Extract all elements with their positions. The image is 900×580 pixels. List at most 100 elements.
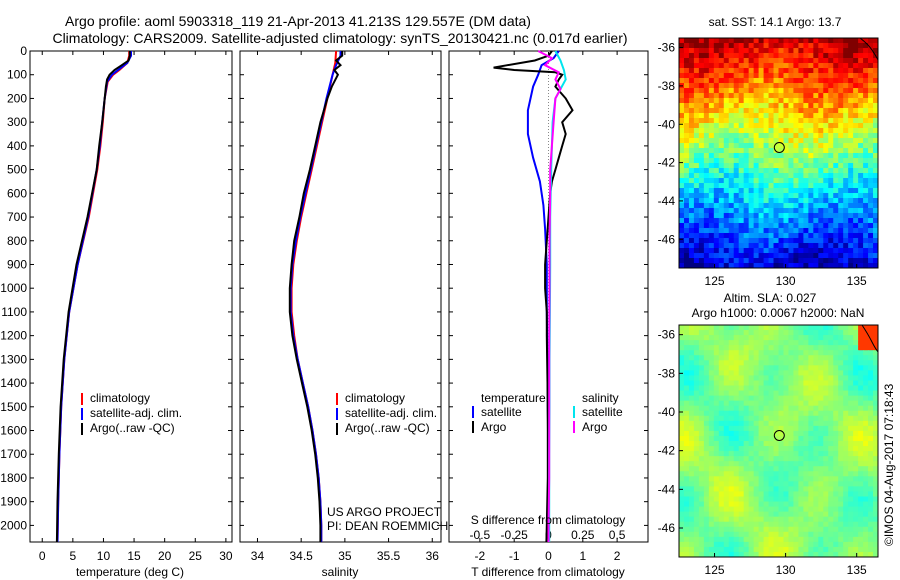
map-cell (798, 390, 804, 397)
map-cell (838, 551, 844, 557)
map-cell (753, 451, 760, 457)
map-cell (843, 536, 849, 543)
map-cell (753, 248, 760, 254)
map-cell (693, 541, 700, 548)
map-cell (758, 400, 765, 407)
map-cell (783, 248, 790, 254)
map-cell (679, 63, 685, 69)
map-cell (753, 456, 760, 462)
map-cell (868, 128, 874, 134)
map-cell (703, 360, 710, 366)
map-cell (758, 526, 765, 533)
map-cell (698, 133, 705, 139)
map-cell (718, 163, 725, 169)
map-cell (743, 516, 750, 523)
map-cell (798, 53, 804, 59)
map-cell (693, 218, 700, 224)
map-cell (803, 208, 809, 214)
map-cell (768, 325, 775, 331)
map-cell (708, 113, 715, 119)
map-cell (763, 208, 770, 214)
map-cell (778, 400, 785, 407)
map-cell (708, 248, 715, 254)
map-cell (688, 53, 695, 59)
map-cell (728, 63, 735, 69)
lat-tick-label: -38 (658, 366, 676, 380)
map-cell (798, 203, 804, 209)
map-cell (833, 400, 839, 407)
map-cell (848, 53, 854, 59)
map-cell (873, 58, 878, 64)
map-cell (708, 551, 715, 557)
map-cell (723, 168, 730, 174)
map-cell (748, 143, 755, 149)
map-cell (868, 178, 874, 184)
map-cell (703, 551, 710, 557)
map-cell (693, 43, 700, 49)
map-cell (843, 330, 849, 336)
map-cell (853, 506, 859, 513)
map-cell (743, 325, 750, 331)
map-cell (818, 506, 824, 513)
map-cell (698, 148, 705, 154)
map-cell (698, 223, 705, 229)
map-cell (808, 258, 814, 264)
map-cell (758, 516, 765, 523)
map-cell (773, 435, 780, 442)
map-cell (763, 143, 770, 149)
map-cell (783, 531, 790, 538)
map-cell (748, 118, 755, 124)
map-cell (798, 380, 804, 387)
map-cell (688, 233, 695, 239)
map-cell (843, 158, 849, 164)
map-cell (838, 98, 844, 104)
map-cell (828, 441, 834, 447)
map-cell (728, 390, 735, 397)
map-cell (808, 263, 814, 268)
map-cell (853, 193, 859, 199)
map-cell (713, 456, 720, 462)
argo-position-marker (773, 142, 785, 153)
map-cell (858, 476, 864, 482)
map-cell (693, 173, 700, 179)
map-cell (843, 63, 849, 69)
map-cell (813, 546, 819, 553)
map-cell (813, 158, 819, 164)
map-cell (723, 148, 730, 154)
map-cell (723, 78, 730, 84)
map-cell (833, 511, 839, 518)
map-cell (703, 58, 710, 64)
map-cell (733, 531, 740, 538)
map-cell (708, 108, 715, 114)
map-cell (783, 466, 790, 472)
map-cell (679, 258, 685, 264)
depth-tick-label: 1200 (0, 329, 27, 343)
map-cell (763, 223, 770, 229)
map-cell (723, 451, 730, 457)
map-cell (848, 98, 854, 104)
map-cell (698, 546, 705, 553)
map-cell (828, 153, 834, 159)
map-cell (803, 410, 809, 417)
map-cell (698, 168, 705, 174)
map-cell (823, 456, 829, 462)
map-cell (728, 83, 735, 89)
map-cell (708, 541, 715, 548)
map-cell (679, 243, 685, 249)
map-cell (688, 263, 695, 268)
map-cell (713, 53, 720, 59)
map-cell (758, 355, 765, 361)
map-cell (823, 58, 829, 64)
map-cell (828, 243, 834, 249)
map-cell (728, 486, 735, 493)
map-cell (778, 506, 785, 513)
map-cell (818, 350, 824, 356)
map-cell (853, 58, 859, 64)
map-cell (758, 385, 765, 392)
map-cell (688, 325, 695, 331)
map-cell (683, 496, 690, 503)
map-cell (813, 138, 819, 144)
map-cell (833, 118, 839, 124)
temperature-panel: 0100200300400500600700800900100011001200… (0, 44, 233, 579)
map-cell (733, 546, 740, 553)
